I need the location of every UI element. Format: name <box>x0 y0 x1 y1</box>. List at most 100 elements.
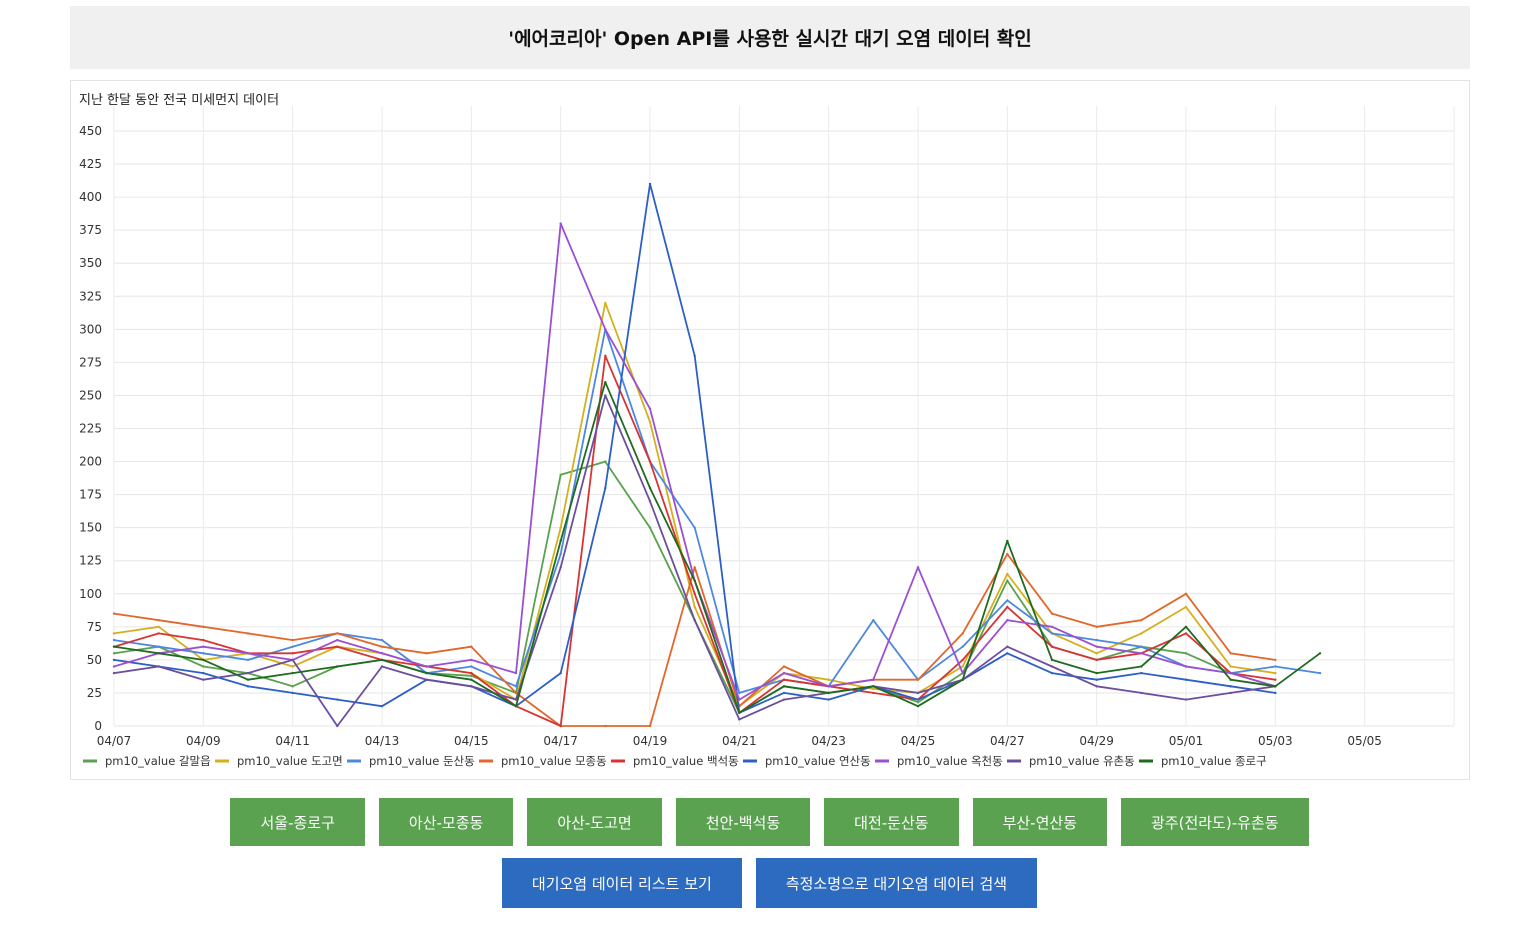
data-point <box>425 652 428 655</box>
data-point <box>246 632 250 635</box>
legend-label: pm10_value 유촌동 <box>1029 754 1135 768</box>
data-point <box>1318 652 1322 655</box>
region-button[interactable]: 광주(전라도)-유촌동 <box>1121 798 1309 846</box>
data-point <box>202 658 205 662</box>
data-point <box>872 678 875 681</box>
line-chart: 0 25 50 75 100 125 150 175 200 225 250 275 300 325 350… <box>79 106 1455 768</box>
data-point <box>961 671 964 675</box>
region-button[interactable]: 아산-모종동 <box>378 798 514 846</box>
data-point <box>782 691 786 695</box>
data-point <box>872 685 875 688</box>
data-point <box>693 354 696 357</box>
data-point <box>604 381 607 384</box>
x-tick-label: 05/01 <box>1169 734 1204 748</box>
data-point <box>514 691 518 695</box>
data-point <box>1274 691 1277 695</box>
data-point <box>738 698 741 701</box>
data-point <box>336 645 339 648</box>
data-point <box>693 619 696 622</box>
x-tick-label: 04/23 <box>811 734 846 748</box>
data-point <box>1140 645 1143 648</box>
data-point <box>961 665 964 668</box>
region-button[interactable]: 서울-종로구 <box>230 798 365 846</box>
data-point <box>425 678 428 681</box>
data-point <box>1006 579 1009 582</box>
region-button[interactable]: 천안-백석동 <box>675 798 811 846</box>
region-button[interactable]: 아산-도고면 <box>527 798 662 846</box>
data-point <box>157 665 160 668</box>
data-point <box>1229 678 1232 681</box>
legend-label: pm10_value 갈말읍 <box>105 754 211 768</box>
x-tick-label: 04/13 <box>365 734 400 748</box>
data-point <box>648 460 652 463</box>
y-tick-label: 250 <box>79 388 102 402</box>
data-point <box>604 354 607 357</box>
data-point <box>827 698 830 701</box>
data-point <box>1050 625 1054 629</box>
data-point <box>827 678 830 681</box>
data-point <box>604 328 607 331</box>
data-point <box>1095 645 1098 648</box>
data-point <box>112 665 116 668</box>
y-tick-label: 175 <box>79 488 102 502</box>
data-point <box>1095 678 1098 681</box>
station-search-button[interactable]: 측정소명으로 대기오염 데이터 검색 <box>755 858 1038 908</box>
data-point <box>1184 665 1188 668</box>
data-point <box>1050 658 1054 662</box>
data-point <box>425 665 428 668</box>
data-point <box>246 652 250 655</box>
data-point <box>648 526 652 529</box>
region-button[interactable]: 대전-둔산동 <box>824 798 959 846</box>
data-point <box>380 645 384 648</box>
data-point <box>1006 619 1009 622</box>
data-point <box>693 566 696 569</box>
data-point <box>1184 625 1188 629</box>
data-point <box>470 665 473 668</box>
data-point <box>202 638 205 642</box>
data-point <box>559 566 562 569</box>
series-line <box>113 354 1276 727</box>
legend-label: pm10_value 둔산동 <box>369 754 475 768</box>
data-point <box>112 671 116 675</box>
data-point <box>693 579 696 582</box>
data-point <box>1140 652 1143 655</box>
x-tick-label: 04/19 <box>633 734 668 748</box>
data-point <box>1006 572 1009 576</box>
data-point <box>1229 691 1232 695</box>
y-tick-label: 225 <box>79 422 102 436</box>
y-tick-label: 150 <box>79 521 102 535</box>
series-line <box>113 460 1276 714</box>
data-point <box>693 526 696 529</box>
data-point <box>1140 671 1143 675</box>
series-line <box>113 328 1321 694</box>
data-point <box>202 652 205 655</box>
data-point <box>782 678 786 681</box>
data-point <box>1229 685 1232 688</box>
data-point <box>648 724 652 728</box>
data-point <box>514 704 518 708</box>
y-tick-label: 200 <box>79 455 102 469</box>
data-point <box>380 638 384 642</box>
data-point <box>291 645 294 648</box>
data-point <box>604 460 607 463</box>
list-view-button[interactable]: 대기오염 데이터 리스트 보기 <box>501 858 742 908</box>
y-tick-label: 400 <box>79 190 102 204</box>
data-point <box>782 671 786 675</box>
data-point <box>380 704 384 708</box>
data-point <box>559 539 562 543</box>
data-point <box>782 698 786 701</box>
y-tick-label: 325 <box>79 289 102 303</box>
data-point <box>514 671 518 675</box>
legend-label: pm10_value 백석동 <box>633 754 739 768</box>
data-point <box>112 638 116 642</box>
region-button[interactable]: 부산-연산동 <box>972 798 1107 846</box>
data-point <box>336 632 339 635</box>
data-point <box>1095 658 1098 662</box>
data-point <box>1006 652 1009 655</box>
data-point <box>1095 638 1098 642</box>
x-tick-label: 04/27 <box>990 734 1025 748</box>
data-point <box>1006 599 1009 602</box>
data-point <box>1050 632 1054 635</box>
y-tick-label: 50 <box>87 653 102 667</box>
data-point <box>827 691 830 695</box>
